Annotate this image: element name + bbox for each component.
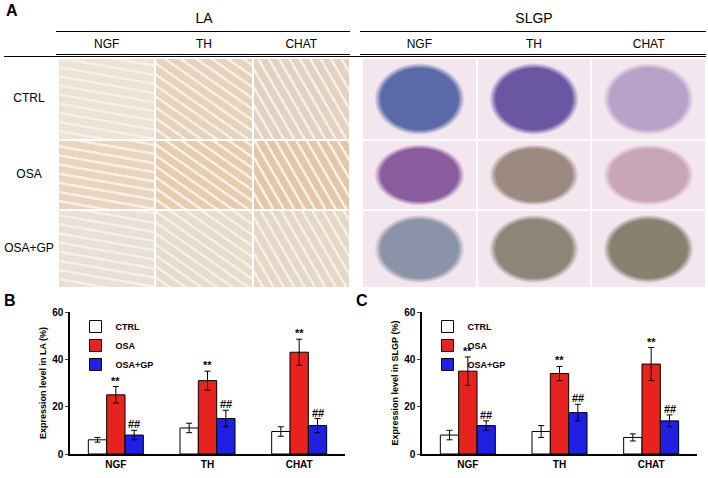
svg-text:##: ## [572, 392, 584, 404]
svg-text:NGF: NGF [105, 459, 126, 470]
svg-text:NGF: NGF [457, 459, 478, 470]
html-text:CHAT: CHAT [632, 37, 665, 51]
svg-text:TH: TH [201, 459, 214, 470]
html-text:OSA+GP: OSA+GP [4, 241, 54, 255]
html-text:TH: TH [196, 37, 212, 51]
svg-text:40: 40 [52, 354, 64, 365]
svg-text:##: ## [312, 407, 324, 419]
svg-text:**: ** [295, 327, 304, 339]
svg-text:##: ## [480, 409, 492, 421]
svg-text:CHAT: CHAT [286, 459, 313, 470]
html-text:NGF: NGF [94, 37, 120, 51]
svg-text:20: 20 [404, 401, 416, 412]
html-text:OSA: OSA [16, 167, 42, 181]
svg-text:0: 0 [410, 449, 416, 460]
html-text:NGF: NGF [406, 37, 432, 51]
svg-text:CHAT: CHAT [638, 459, 665, 470]
html-text:A: A [6, 2, 18, 19]
svg-text:##: ## [220, 398, 232, 410]
html-text:SLGP: SLGP [515, 10, 553, 26]
svg-text:**: ** [647, 336, 656, 348]
svg-text:Expression level in SLGP (%): Expression level in SLGP (%) [390, 321, 400, 446]
svg-text:40: 40 [404, 354, 416, 365]
html-text:CHAT: CHAT [285, 37, 318, 51]
svg-text:OSA+GP: OSA+GP [116, 360, 154, 370]
svg-text:##: ## [664, 403, 676, 415]
svg-text:60: 60 [52, 307, 64, 318]
html-text:C: C [356, 292, 368, 309]
html-text:CTRL: CTRL [13, 91, 45, 105]
svg-text:OSA: OSA [116, 341, 136, 351]
svg-text:**: ** [111, 375, 120, 387]
svg-text:Expression level in LA (%): Expression level in LA (%) [38, 327, 48, 439]
svg-text:**: ** [463, 345, 472, 357]
svg-text:OSA+GP: OSA+GP [468, 360, 506, 370]
svg-text:TH: TH [553, 459, 566, 470]
svg-text:20: 20 [52, 401, 64, 412]
svg-text:OSA: OSA [468, 341, 488, 351]
svg-text:##: ## [128, 418, 140, 430]
svg-text:CTRL: CTRL [116, 322, 140, 332]
html-text:TH: TH [526, 37, 542, 51]
svg-text:**: ** [555, 354, 564, 366]
svg-text:**: ** [203, 359, 212, 371]
svg-text:0: 0 [58, 449, 64, 460]
html-text:B: B [4, 292, 16, 309]
svg-text:CTRL: CTRL [468, 322, 492, 332]
html-text:LA: LA [195, 10, 213, 26]
svg-text:60: 60 [404, 307, 416, 318]
